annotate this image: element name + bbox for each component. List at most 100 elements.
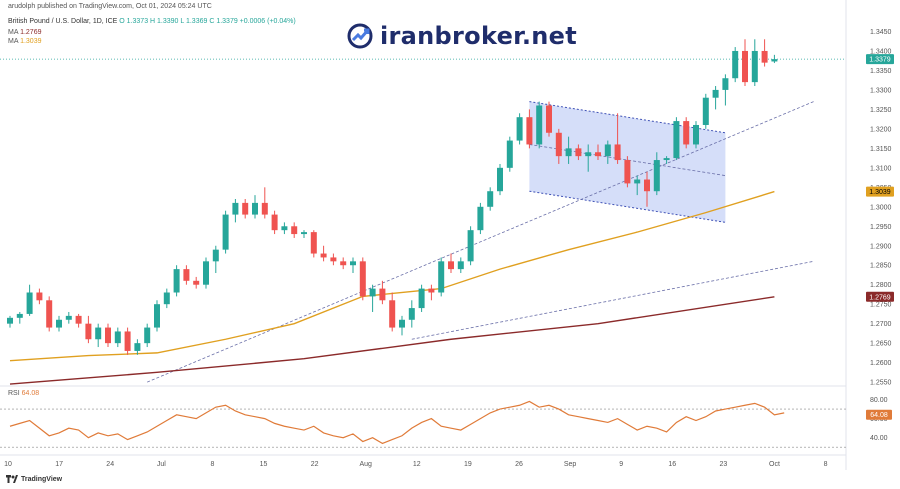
y-tick-label: 1.3450 [870,29,892,36]
x-tick-label: 10 [4,461,12,468]
x-tick-label: 15 [260,461,268,468]
last-price-badge-bg [866,54,894,65]
candle-body [310,232,317,254]
x-tick-label: 23 [720,461,728,468]
candle-body [399,319,405,328]
candle-body [134,343,141,351]
candle-body [281,226,288,231]
candle-body [438,261,445,293]
y-tick-label: 1.2550 [870,380,892,387]
y-tick-label: 1.2950 [870,224,892,231]
candle-body [320,253,327,258]
x-tick-label: 19 [464,461,472,468]
ma-long-value: 1.2769 [20,29,42,36]
x-tick-label: 8 [824,461,828,468]
trendline-rising-support-steep [147,101,814,383]
symbol-name: British Pound / U.S. Dollar, 1D, ICE [8,18,118,25]
tradingview-brand: TradingView [21,475,63,483]
ma-long-line [9,296,775,385]
candle-body [203,261,209,285]
ma-short-line [9,190,775,362]
y-tick-label: 1.3000 [870,204,892,211]
candle-body [526,117,533,145]
broker-logo-icon [347,23,373,49]
candle-body [271,214,278,231]
y-tick-label: 1.3150 [870,146,892,153]
candle-body [555,132,562,157]
candle-body [683,121,690,145]
candle-body [95,327,102,340]
candle-body [56,319,62,328]
ma-short-label: MA [8,38,19,45]
y-tick-label: 1.3250 [870,107,892,114]
candle-body [428,288,435,293]
y-tick-label: 1.2600 [870,360,892,367]
candle-body [173,269,180,293]
rsi-legend[interactable]: RSI 64.08 [8,390,39,397]
tradingview-logo[interactable]: TradingView [6,475,62,483]
x-tick-label: 26 [515,461,523,468]
x-tick-label: Jul [157,461,166,468]
candle-body [546,105,552,133]
candle-body [193,280,200,285]
rsi-line [9,400,785,445]
candle-body [212,249,219,262]
x-tick-label: Sep [564,461,577,468]
candle-body [85,323,92,340]
candle-body [124,331,131,351]
candle-body [389,300,396,328]
x-tick-label: 8 [210,461,214,468]
candle-body [663,158,670,161]
x-tick-label: 16 [668,461,676,468]
x-tick-label: Aug [359,461,372,468]
candle-body [595,152,601,157]
candle-body [261,202,268,215]
channel-lower-line [529,190,726,223]
candle-body [565,148,572,157]
x-tick-label: 17 [55,461,63,468]
last-price-badge: 1.3379 [869,57,891,64]
candle-body [653,160,660,192]
candle-body [536,105,543,145]
candle-body [154,304,160,328]
y-tick-label: 1.2800 [870,282,892,289]
candle-body [614,144,621,161]
candle-body [369,288,376,297]
candle-body [467,230,474,262]
ma-long-legend[interactable]: MA 1.2769 [8,29,42,36]
channel-upper-line [529,101,726,134]
y-tick-label: 1.3300 [870,87,892,94]
ma-short-value: 1.3039 [20,38,42,45]
ma-short-badge-bg [866,186,894,197]
candle-body [516,117,523,141]
candle-body [624,160,631,184]
candle-body [144,327,151,344]
candle-body [26,292,33,314]
watermark-text: iranbroker.net [380,22,578,50]
candle-body [487,191,494,207]
ma-long-label: MA [8,29,19,36]
x-tick-label: 9 [619,461,623,468]
y-tick-label: 1.2850 [870,263,892,270]
rsi-legend-value: 64.08 [21,390,40,397]
symbol-line: British Pound / U.S. Dollar, 1D, ICE O 1… [8,18,296,25]
candle-body [732,50,739,79]
candle-body [163,292,170,305]
y-tick-label: 1.2700 [870,321,892,328]
candle-body [604,144,611,157]
candle-body [644,179,650,192]
x-tick-label: 22 [311,461,319,468]
y-tick-label: 1.3200 [870,126,892,133]
x-tick-label: 24 [106,461,114,468]
x-tick-label: 12 [413,461,421,468]
tradingview-logo-icon [6,475,18,483]
candle-body [359,261,366,297]
ma-short-legend[interactable]: MA 1.3039 [8,38,42,45]
candle-body [722,78,729,90]
trendline-channel-mid [529,144,726,177]
y-tick-label: 1.3100 [870,165,892,172]
ma-long-badge: 1.2769 [869,294,891,301]
candle-body [7,317,13,324]
